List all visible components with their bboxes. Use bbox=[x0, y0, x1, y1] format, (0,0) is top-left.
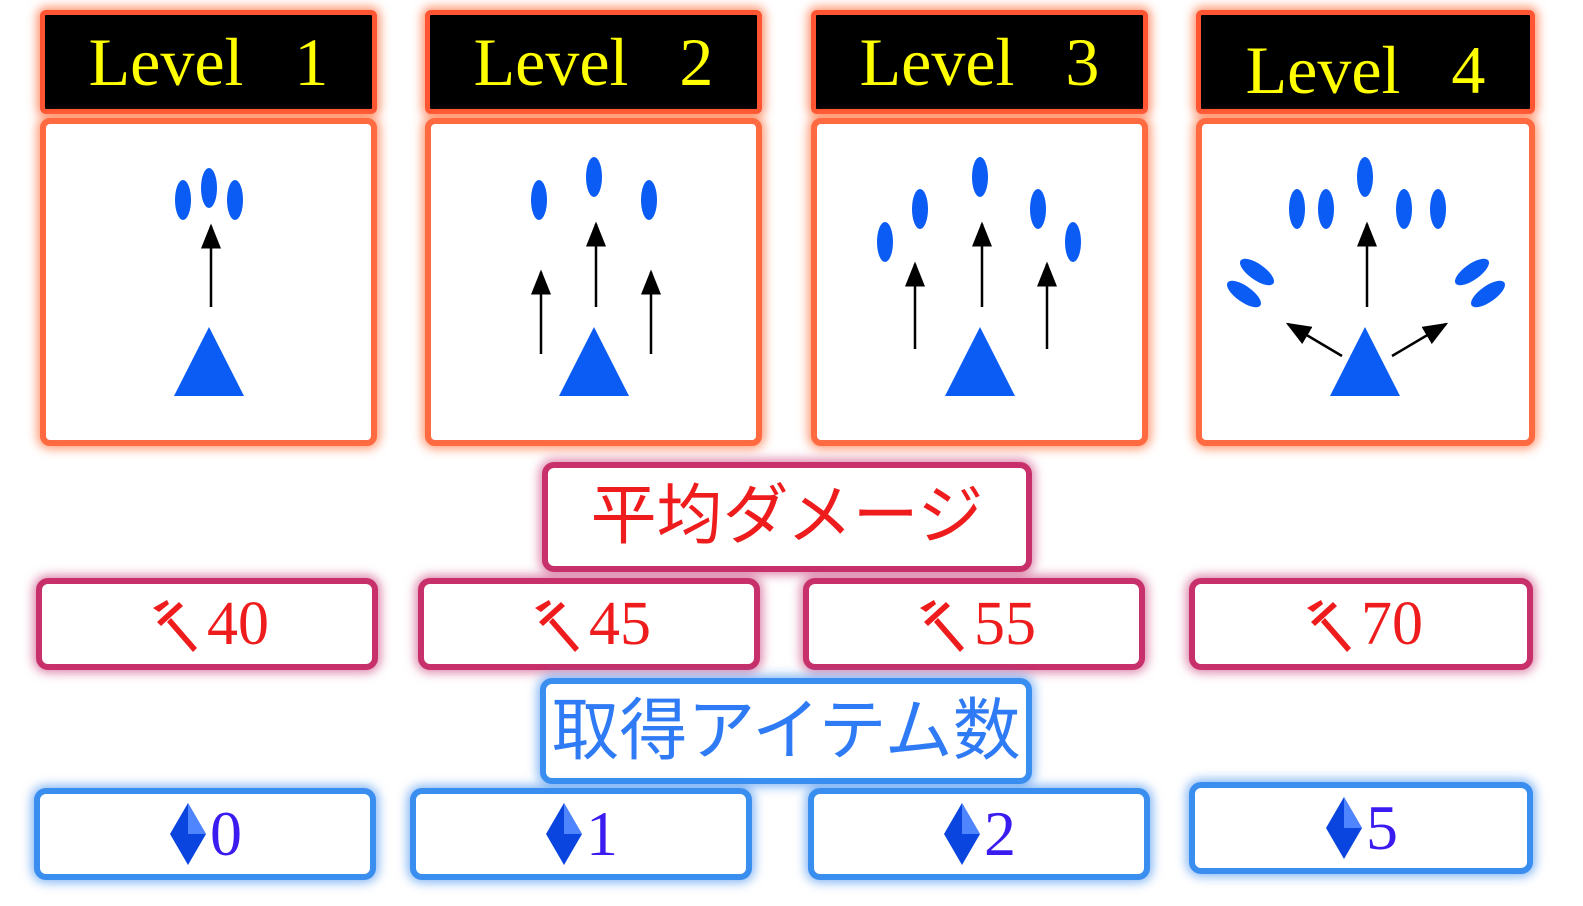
level-3-header: Level 3 bbox=[811, 10, 1148, 114]
bullet-shape bbox=[1318, 189, 1334, 229]
bullet-shape bbox=[641, 180, 657, 220]
item-value-text: 0 bbox=[210, 798, 242, 869]
damage-value-text: 55 bbox=[974, 590, 1036, 658]
level-4-diagram bbox=[1226, 157, 1506, 396]
bullet-shape bbox=[227, 180, 243, 220]
item-value-level-4: 5 bbox=[1189, 782, 1533, 874]
damage-value-level-3: 55 bbox=[803, 578, 1145, 670]
sword-icon bbox=[153, 600, 197, 652]
item-value-text: 5 bbox=[1366, 792, 1398, 863]
sword-icon bbox=[1307, 600, 1351, 652]
bullet-shape bbox=[1289, 189, 1305, 229]
bullet-shape bbox=[531, 180, 547, 220]
diamond-icon bbox=[546, 803, 582, 865]
player-triangle-icon bbox=[559, 327, 629, 396]
item-value-level-1: 0 bbox=[34, 788, 376, 880]
shot-arrow bbox=[1391, 322, 1449, 358]
diamond-icon bbox=[170, 803, 206, 865]
player-triangle-icon bbox=[945, 327, 1015, 396]
diamond-icon bbox=[944, 803, 980, 865]
item-value-text: 1 bbox=[586, 798, 618, 869]
level-4-header: Level 4 bbox=[1196, 10, 1535, 114]
player-triangle-icon bbox=[174, 327, 244, 396]
bullet-shape bbox=[877, 222, 893, 262]
damage-value-text: 45 bbox=[589, 590, 651, 658]
sword-icon bbox=[535, 600, 579, 652]
level-1-header: Level 1 bbox=[40, 10, 377, 114]
bullet-shape bbox=[912, 189, 928, 229]
item-value-text: 2 bbox=[984, 798, 1016, 869]
bullet-shape bbox=[201, 168, 217, 208]
bullet-shape bbox=[1226, 280, 1262, 308]
average-damage-label: 平均ダメージ bbox=[590, 480, 984, 553]
level-3-diagram bbox=[877, 157, 1081, 396]
damage-value-level-1: 40 bbox=[36, 578, 378, 670]
bullet-shape bbox=[1357, 157, 1373, 197]
level-1-diagram bbox=[174, 168, 244, 396]
shot-arrow bbox=[1285, 322, 1343, 358]
diamond-icon bbox=[1326, 797, 1362, 859]
bullet-shape bbox=[1396, 189, 1412, 229]
damage-value-text: 40 bbox=[207, 590, 269, 658]
level-2-card bbox=[425, 118, 762, 446]
bullet-shape bbox=[1239, 258, 1275, 286]
level-1-title: Level 1 bbox=[88, 24, 329, 100]
bullet-shape bbox=[1065, 222, 1081, 262]
damage-value-text: 70 bbox=[1361, 590, 1423, 658]
item-value-level-3: 2 bbox=[808, 788, 1150, 880]
damage-value-level-4: 70 bbox=[1189, 578, 1533, 670]
level-3-title: Level 3 bbox=[859, 24, 1100, 100]
bullet-shape bbox=[586, 157, 602, 197]
item-value-level-2: 1 bbox=[410, 788, 752, 880]
level-3-card bbox=[811, 118, 1148, 446]
level-4-title: Level 4 bbox=[1245, 32, 1486, 108]
player-triangle-icon bbox=[1330, 327, 1400, 396]
level-2-header: Level 2 bbox=[425, 10, 762, 114]
bullet-shape bbox=[1030, 189, 1046, 229]
average-damage-title: 平均ダメージ bbox=[542, 462, 1032, 572]
bullet-shape bbox=[1470, 280, 1506, 308]
level-4-card bbox=[1196, 118, 1535, 446]
item-count-label: 取得アイテム数 bbox=[551, 693, 1021, 769]
bullet-shape bbox=[972, 157, 988, 197]
item-count-title: 取得アイテム数 bbox=[540, 678, 1032, 784]
bullet-shape bbox=[1430, 189, 1446, 229]
level-2-diagram bbox=[531, 157, 661, 396]
sword-icon bbox=[920, 600, 964, 652]
level-2-title: Level 2 bbox=[473, 24, 714, 100]
bullet-shape bbox=[175, 180, 191, 220]
level-1-card bbox=[40, 118, 377, 446]
damage-value-level-2: 45 bbox=[418, 578, 760, 670]
bullet-shape bbox=[1454, 258, 1490, 286]
